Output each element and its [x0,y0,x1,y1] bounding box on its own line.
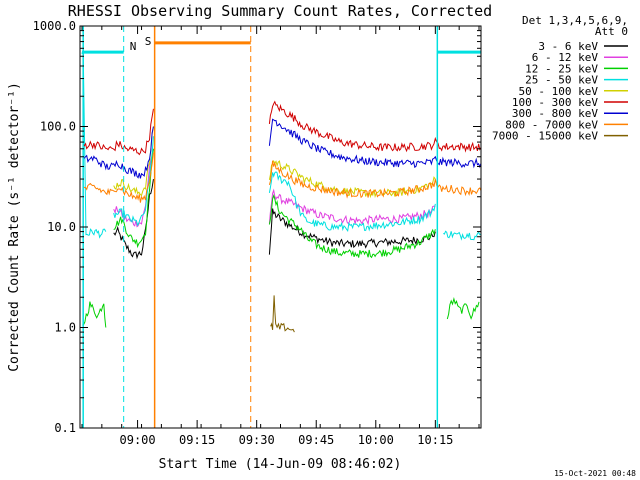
interval-layer [82,26,482,428]
series-line [82,301,107,328]
series-line [82,108,154,156]
x-tick-label: 10:00 [358,433,394,447]
series-3 [81,50,482,241]
legend-label: 12 - 25 keV [525,62,598,75]
series-line [268,100,482,153]
series-line [268,193,436,259]
legend-label: 7000 - 15000 keV [492,130,598,143]
legend-header: Det 1,3,4,5,6,9, [522,14,628,27]
legend-label: 300 - 800 keV [512,107,598,120]
y-tick-label: 1000.0 [33,19,76,33]
legend-label: 6 - 12 keV [532,51,599,64]
y-tick-label: 0.1 [54,421,76,435]
series-line [268,171,436,233]
saa-interval [153,26,252,428]
y-axis: 0.1 1.0 10.0 100.0 1000.0 [33,19,481,435]
series-line [268,160,482,199]
saa-marker-label: S [145,35,152,48]
y-tick-label: 1.0 [54,321,76,335]
series-4 [113,126,436,199]
x-axis: 09:00 09:15 09:30 09:45 10:00 10:15 [81,26,480,447]
series-line [268,118,482,169]
series-8 [270,295,295,333]
chart-title: RHESSI Observing Summary Count Rates, Co… [68,2,492,20]
x-tick-label: 09:30 [239,433,275,447]
series-layer [81,50,482,333]
series-7 [83,152,482,203]
y-tick-label: 10.0 [47,220,76,234]
series-line [446,297,480,320]
series-line [443,230,482,241]
y-axis-label: Corrected Count Rate (s⁻¹ detector⁻¹) [7,82,22,372]
x-tick-label: 09:00 [120,433,156,447]
series-5 [82,100,482,156]
legend-label: 3 - 6 keV [538,40,598,53]
generation-date: 15-Oct-2021 00:48 [554,469,636,478]
x-axis-label: Start Time (14-Jun-09 08:46:02) [159,457,402,472]
y-tick-label: 100.0 [40,120,76,134]
series-6 [83,118,482,179]
series-2 [82,148,480,328]
series-1 [113,148,436,228]
series-line [113,136,154,227]
series-line [268,188,436,226]
legend-header: Att 0 [595,25,628,38]
series-line [83,126,154,179]
series-line [268,159,436,199]
series-line [270,295,295,333]
series-line [83,152,154,203]
series-line [113,126,154,197]
x-tick-label: 10:15 [417,433,453,447]
legend-label: 800 - 7000 keV [505,118,598,131]
x-tick-label: 09:15 [179,433,215,447]
series-line [81,50,107,239]
series-line [113,148,154,249]
x-tick-label: 09:45 [298,433,334,447]
plot-frame [79,25,482,429]
legend-label: 50 - 100 keV [519,85,599,98]
night-marker-label: N [130,40,137,53]
legend-label: 25 - 50 keV [525,74,598,87]
legend-label: 100 - 300 keV [512,96,598,109]
